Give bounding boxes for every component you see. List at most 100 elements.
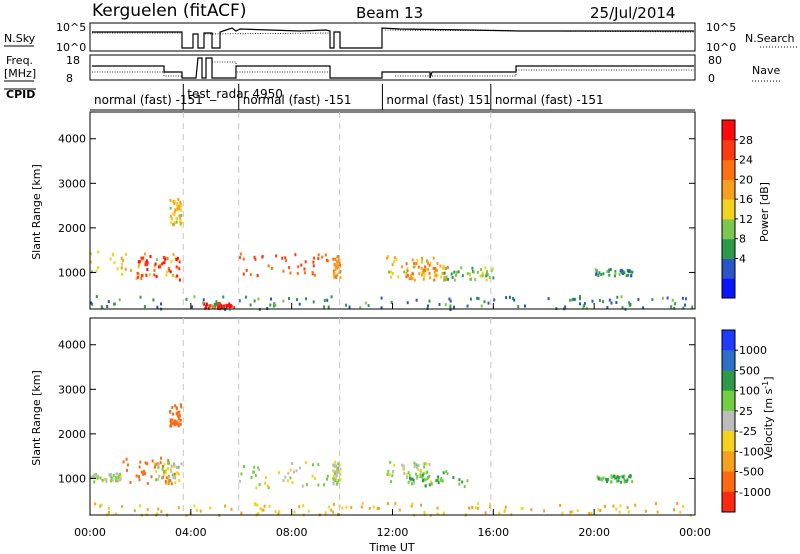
- data-cell: [225, 303, 228, 307]
- data-cell: [101, 478, 104, 482]
- data-cell: [428, 299, 431, 303]
- data-cell: [172, 223, 175, 227]
- nsky-panel-frame: [89, 22, 696, 52]
- data-cell: [115, 479, 118, 483]
- data-cell: [436, 273, 439, 277]
- data-cell: [418, 272, 421, 276]
- data-cell: [488, 275, 491, 279]
- data-cell: [175, 265, 178, 269]
- data-cell: [293, 470, 295, 474]
- data-cell: [466, 479, 469, 483]
- data-cell: [94, 475, 97, 479]
- data-cell: [253, 299, 256, 303]
- data-cell: [253, 255, 256, 259]
- data-cell: [143, 305, 146, 309]
- data-cell: [114, 512, 117, 516]
- freq-panel-frame: [89, 54, 696, 81]
- data-cell: [258, 483, 261, 487]
- data-cell: [92, 475, 95, 479]
- data-cell: [427, 267, 430, 271]
- data-cell: [368, 506, 371, 510]
- colorbar-swatch: [722, 199, 735, 220]
- data-cell: [447, 277, 449, 281]
- data-cell: [436, 512, 439, 516]
- data-cell: [222, 295, 225, 299]
- data-cell: [282, 269, 285, 273]
- data-cell: [180, 213, 183, 217]
- data-cell: [178, 422, 181, 426]
- data-cell: [311, 270, 314, 274]
- data-cell: [167, 459, 170, 462]
- data-cell: [289, 476, 292, 480]
- data-cell: [224, 504, 227, 508]
- data-cell: [420, 273, 423, 277]
- velocity-colorbar: 1000 500 100 25 -25 -100 -500 -1000: [721, 329, 771, 513]
- data-cell: [397, 275, 400, 279]
- data-cell: [136, 271, 139, 275]
- data-cell: [172, 199, 175, 203]
- data-cell: [175, 422, 178, 426]
- data-cell: [339, 276, 342, 280]
- data-cell: [91, 270, 93, 274]
- data-cell: [391, 263, 394, 267]
- power-colorbar-label: Power [dB]: [758, 182, 771, 242]
- data-cell: [167, 461, 170, 465]
- data-cell: [401, 265, 403, 269]
- data-cell: [154, 262, 157, 266]
- data-cell: [215, 302, 218, 306]
- data-cell: [380, 306, 383, 310]
- data-cell: [617, 476, 620, 479]
- data-cell: [597, 508, 600, 512]
- data-cell: [599, 509, 602, 513]
- data-cell: [174, 275, 177, 279]
- data-cell: [167, 266, 170, 270]
- data-cell: [304, 260, 307, 264]
- data-cell: [159, 461, 162, 465]
- data-cell: [406, 267, 409, 271]
- data-cell: [512, 296, 514, 300]
- data-cell: [336, 468, 339, 472]
- data-cell: [209, 506, 212, 510]
- data-cell: [304, 271, 306, 275]
- data-cell: [176, 274, 179, 278]
- data-cell: [122, 259, 125, 263]
- data-cell: [173, 476, 176, 480]
- data-cell: [453, 305, 455, 309]
- data-cell: [413, 261, 416, 265]
- data-cell: [481, 271, 484, 275]
- data-cell: [90, 475, 93, 479]
- data-cell: [406, 476, 408, 479]
- nave-tick-bottom: 0: [708, 72, 715, 85]
- data-cell: [627, 510, 630, 514]
- data-cell: [261, 255, 264, 258]
- data-cell: [179, 422, 182, 426]
- data-cell: [393, 260, 396, 263]
- data-cell: [413, 481, 416, 485]
- data-cell: [521, 506, 524, 510]
- data-cell: [137, 265, 140, 269]
- data-cell: [615, 507, 618, 511]
- data-cell: [620, 268, 623, 272]
- data-cell: [416, 258, 419, 262]
- data-cell: [361, 501, 364, 505]
- data-cell: [423, 274, 426, 278]
- data-cell: [306, 483, 308, 487]
- nsky-panel: N.Sky 10^5 10^0 10^5 10^0 N.Search: [4, 21, 798, 54]
- data-cell: [215, 300, 218, 304]
- data-cell: [326, 477, 328, 481]
- data-cell: [140, 258, 143, 262]
- data-cell: [445, 278, 448, 282]
- power-panel: 1000 2000 3000 4000 Slant Range [km]: [30, 111, 696, 311]
- data-cell: [332, 469, 335, 473]
- data-cell: [326, 298, 329, 302]
- data-cell: [405, 275, 408, 279]
- data-cell: [172, 421, 175, 425]
- data-cell: [161, 476, 164, 480]
- data-cell: [140, 470, 143, 474]
- colorbar-swatch: [722, 330, 735, 351]
- data-cell: [437, 478, 440, 482]
- data-cell: [335, 470, 338, 474]
- data-cell: [242, 257, 245, 261]
- colorbar-swatch: [722, 258, 735, 279]
- data-cell: [179, 418, 182, 422]
